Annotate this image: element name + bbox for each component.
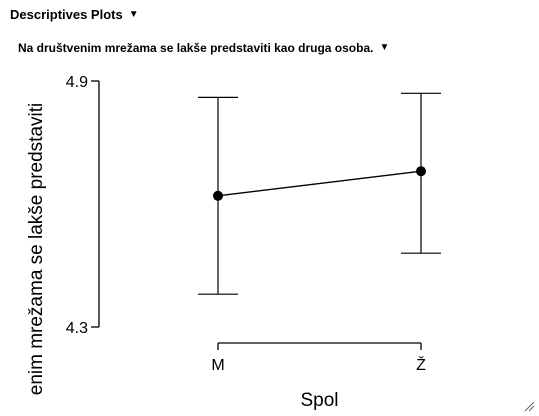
descriptives-plots-header[interactable]: Descriptives Plots ▼ — [10, 7, 139, 22]
x-tick-label: Ž — [416, 355, 426, 374]
mean-point — [213, 190, 223, 201]
y-tick-label: 4.9 — [66, 74, 88, 91]
triangle-down-icon[interactable]: ▼ — [128, 8, 139, 20]
series-line — [217, 170, 422, 197]
y-tick-label: 4.3 — [66, 320, 88, 337]
x-axis-label: Spol — [300, 390, 338, 411]
plot-title-header[interactable]: Na društvenim mrežama se lakše predstavi… — [18, 41, 389, 55]
plot-marks — [198, 92, 441, 295]
y-axis-label: enim mrežama se lakše predstaviti — [26, 103, 47, 396]
section-title: Descriptives Plots — [10, 7, 123, 22]
resize-grip-icon[interactable] — [523, 400, 535, 412]
triangle-down-icon[interactable]: ▼ — [379, 42, 390, 53]
mean-point — [416, 166, 426, 177]
y-axis: 4.3 4.9 — [66, 74, 100, 337]
x-tick-label: M — [211, 357, 224, 374]
plot-title: Na društvenim mrežama se lakše predstavi… — [18, 41, 374, 55]
